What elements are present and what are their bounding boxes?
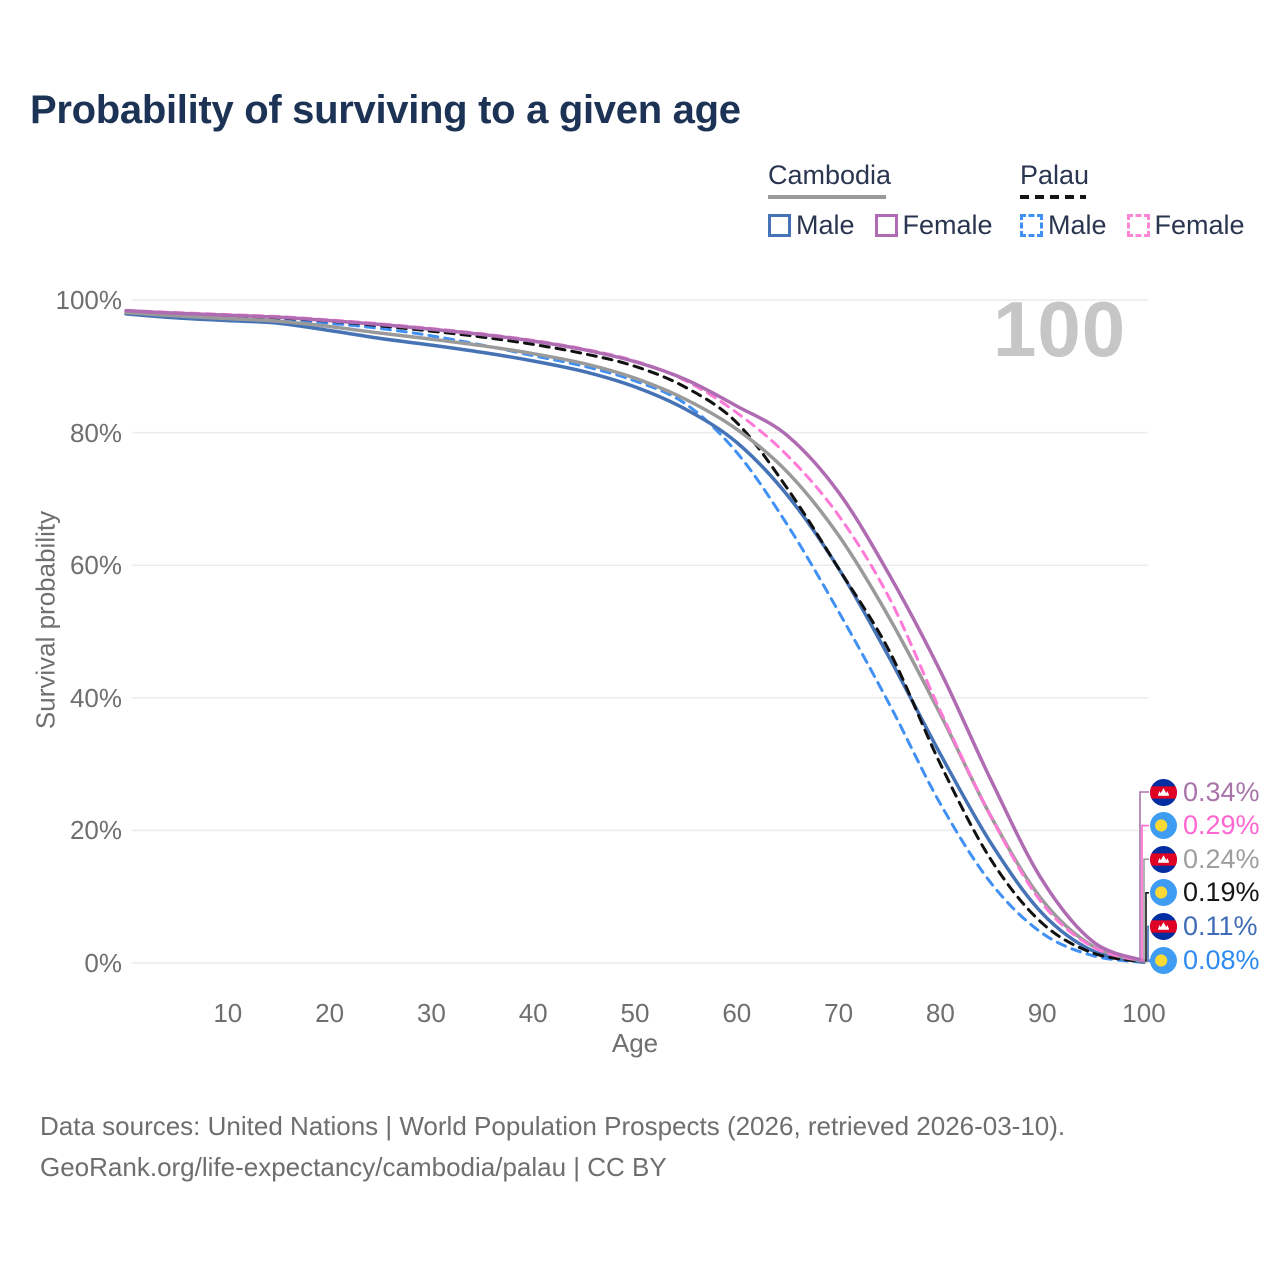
legend-item-label: Male <box>796 210 855 240</box>
chart-title: Probability of surviving to a given age <box>30 88 741 132</box>
legend-group-palau: Palau Male Female <box>1020 160 1265 241</box>
palau-flag-icon <box>1150 946 1177 974</box>
legend-item-cambodia-male[interactable]: Male <box>768 210 855 241</box>
y-axis-tick: 100% <box>55 285 123 315</box>
series-line-cambodia-female <box>124 308 1146 963</box>
end-label-value: 0.34% <box>1183 776 1260 807</box>
legend-item-palau-male[interactable]: Male <box>1020 210 1107 241</box>
series-line-palau <box>124 309 1146 964</box>
end-label-cambodia-female: 0.34% <box>1150 776 1260 807</box>
y-axis-tick: 0% <box>84 948 122 978</box>
series-line-cambodia-male <box>124 312 1146 965</box>
end-label-palau: 0.19% <box>1150 877 1260 908</box>
x-axis-tick: 40 <box>518 998 548 1028</box>
series-line-palau-male <box>124 311 1146 964</box>
legend-group-cambodia: Cambodia Male Female <box>768 160 1013 241</box>
palau-dashed-line-key <box>1020 195 1086 199</box>
legend-item-palau-female[interactable]: Female <box>1126 210 1245 241</box>
x-axis-tick: 90 <box>1027 998 1057 1028</box>
x-axis-tick: 80 <box>925 998 955 1028</box>
legend-group-title-palau: Palau <box>1020 160 1090 190</box>
palau-male-swatch-icon <box>1020 214 1043 237</box>
x-axis-tick: 20 <box>315 998 345 1028</box>
palau-flag-icon <box>1150 812 1177 840</box>
x-axis-label: Age <box>611 1028 659 1058</box>
end-label-value: 0.08% <box>1183 944 1260 975</box>
y-axis-tick: 20% <box>69 815 122 846</box>
x-axis-tick: 70 <box>824 998 854 1028</box>
legend-item-label: Female <box>902 210 993 240</box>
end-label-value: 0.11% <box>1183 910 1258 941</box>
x-axis-tick: 10 <box>213 998 243 1028</box>
cambodia-flag-icon <box>1150 778 1177 806</box>
palau-female-swatch-icon <box>1126 214 1150 237</box>
end-label-palau-female: 0.29% <box>1150 810 1260 841</box>
leader-line <box>1143 858 1149 962</box>
x-axis-tick: 50 <box>620 998 650 1028</box>
x-axis-tick: 100 <box>1122 998 1166 1028</box>
palau-flag-icon <box>1150 879 1177 907</box>
series-line-cambodia <box>124 310 1146 964</box>
leader-line <box>1141 824 1149 962</box>
end-label-palau-male: 0.08% <box>1150 944 1260 975</box>
x-axis-tick: 30 <box>416 998 446 1028</box>
leader-line <box>1145 892 1149 962</box>
legend-item-cambodia-female[interactable]: Female <box>874 210 993 241</box>
leader-line <box>1147 925 1149 963</box>
end-label-cambodia: 0.24% <box>1150 843 1260 874</box>
cambodia-flag-icon <box>1150 912 1177 940</box>
legend-item-label: Male <box>1048 210 1107 240</box>
end-label-value: 0.24% <box>1183 843 1260 874</box>
end-label-value: 0.29% <box>1183 810 1260 841</box>
end-label-cambodia-male: 0.11% <box>1150 910 1258 941</box>
end-label-value: 0.19% <box>1183 877 1260 908</box>
cambodia-flag-icon <box>1150 845 1177 873</box>
age-counter-watermark: 100 <box>993 285 1127 373</box>
cambodia-female-swatch-icon <box>874 214 898 237</box>
y-axis-tick: 80% <box>69 417 122 448</box>
x-axis-tick: 60 <box>722 998 752 1028</box>
legend-item-label: Female <box>1154 210 1245 240</box>
cambodia-male-swatch-icon <box>768 214 791 237</box>
cambodia-solid-line-key <box>768 195 886 199</box>
leader-line <box>1139 791 1149 961</box>
footer: Data sources: United Nations | World Pop… <box>40 1106 1065 1188</box>
legend-group-title-cambodia: Cambodia <box>768 160 892 190</box>
attribution-line: GeoRank.org/life-expectancy/cambodia/pal… <box>40 1152 667 1182</box>
series-line-palau-female <box>124 309 1146 963</box>
y-axis-tick: 60% <box>69 550 122 581</box>
y-axis-tick: 40% <box>69 682 122 713</box>
data-sources-line: Data sources: United Nations | World Pop… <box>40 1111 1066 1141</box>
